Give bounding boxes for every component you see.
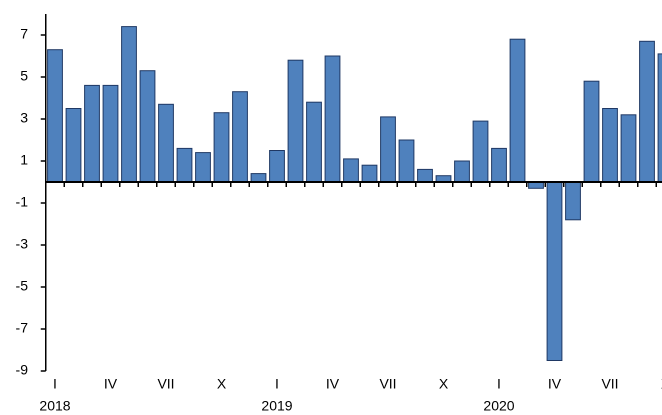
x-tick-label: IV: [548, 376, 562, 392]
bar: [472, 120, 489, 183]
x-tick-label: VII: [379, 376, 396, 392]
bar: [232, 91, 248, 183]
x-tick-label: X: [661, 376, 662, 392]
bar: [620, 114, 637, 183]
x-tick-label: VII: [157, 376, 174, 392]
bar: [417, 168, 433, 183]
bar: [306, 101, 322, 183]
y-tick-label: -1: [16, 194, 29, 210]
bar: [121, 26, 137, 183]
bar: [213, 112, 230, 183]
bar: [343, 158, 359, 183]
bar: [657, 53, 662, 183]
y-tick-label: 3: [20, 110, 28, 126]
bar: [324, 55, 341, 183]
year-label: 2019: [261, 398, 292, 414]
year-label: 2018: [39, 398, 70, 414]
bar: [47, 49, 63, 183]
x-tick-label: IV: [104, 376, 118, 392]
bar: [84, 84, 100, 183]
x-tick-label: I: [497, 376, 501, 392]
bar: [602, 108, 618, 183]
x-tick-label: X: [217, 376, 227, 392]
bar: [491, 147, 507, 183]
bar: [361, 164, 378, 183]
x-tick-label: IV: [326, 376, 340, 392]
bar: [546, 181, 563, 361]
y-tick-label: -3: [16, 236, 29, 252]
y-tick-label: 7: [20, 26, 28, 42]
bar: [398, 139, 415, 183]
x-tick-label: I: [53, 376, 57, 392]
bar: [176, 147, 193, 183]
bar: [250, 173, 267, 183]
bar: [102, 84, 119, 183]
bar: [583, 80, 600, 183]
y-tick-label: 5: [20, 68, 28, 84]
bar: [65, 108, 82, 183]
y-tick-label: -5: [16, 278, 29, 294]
bar: [639, 40, 655, 183]
x-tick-label: I: [275, 376, 279, 392]
bar: [158, 103, 174, 183]
bar: [139, 70, 156, 183]
x-tick-label: VII: [601, 376, 618, 392]
y-tick-label: -7: [16, 320, 29, 336]
bar: [287, 59, 304, 183]
bar: [565, 181, 581, 221]
bar: [380, 116, 396, 183]
year-label: 2020: [483, 398, 514, 414]
bar: [454, 160, 470, 183]
y-tick-label: -9: [16, 362, 29, 378]
bar: [195, 152, 211, 183]
x-tick-label: X: [439, 376, 449, 392]
y-tick-label: 1: [20, 152, 28, 168]
bar: [509, 38, 526, 183]
bar: [269, 150, 285, 183]
